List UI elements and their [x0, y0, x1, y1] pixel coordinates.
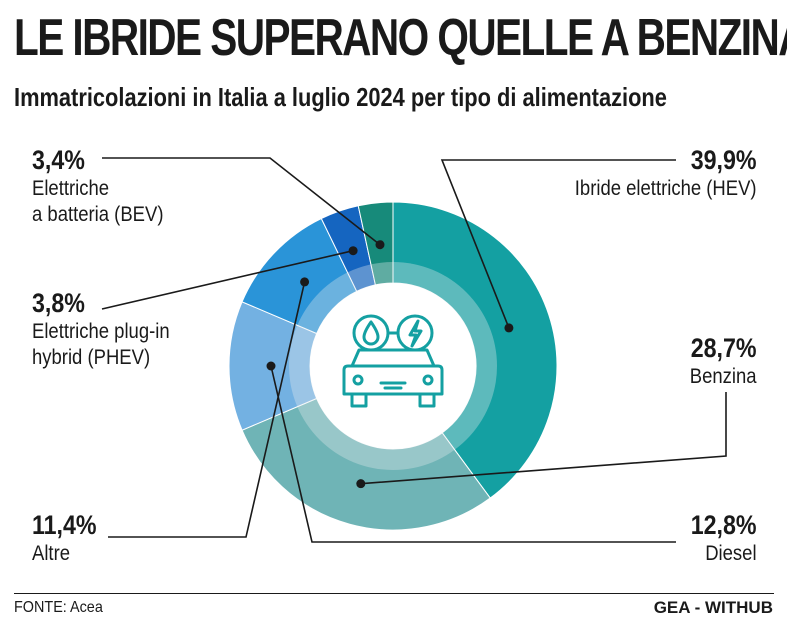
label-bev: 3,4% Elettriche a batteria (BEV) [32, 144, 181, 228]
label-altre: 11,4% Altre [32, 509, 107, 567]
leader-benzina [360, 392, 727, 485]
label-value: 12,8% [691, 510, 757, 540]
leader-dot-elettriche-plug-in-hybrid-phev [348, 246, 358, 256]
source-note: FONTE: Acea [14, 599, 103, 616]
label-value: 11,4% [32, 510, 97, 540]
label-name: Diesel [705, 542, 757, 565]
leader-dot-elettriche-a-batteria-bev [375, 240, 385, 250]
chart-title: LE IBRIDE SUPERANO QUELLE A BENZINA [14, 9, 787, 67]
leader-dot-diesel [266, 361, 276, 371]
label-name: Ibride elettriche (HEV) [575, 177, 757, 200]
credit-logo: GEA - WITHUB [653, 598, 773, 617]
label-value: 39,9% [691, 145, 757, 175]
leader-ibride-elettriche-hev [440, 159, 676, 329]
slice-benzina [241, 397, 491, 531]
leader-lines [101, 157, 727, 543]
label-name: Elettriche plug-in hybrid (PHEV) [32, 320, 170, 369]
label-diesel: 12,8% Diesel [680, 509, 757, 567]
label-name: Benzina [690, 365, 757, 388]
leader-elettriche-a-batteria-bev [102, 157, 381, 246]
label-value: 3,4% [32, 145, 85, 175]
hybrid-car-icon [342, 314, 444, 408]
leader-dot-ibride-elettriche-hev [504, 323, 514, 333]
leader-elettriche-plug-in-hybrid-phev [101, 249, 354, 310]
label-hev: 39,9% Ibride elettriche (HEV) [550, 144, 757, 202]
label-name: Elettriche a batteria (BEV) [32, 177, 164, 226]
leader-altre [108, 281, 306, 538]
leader-dot-altre [300, 277, 310, 287]
footer-rule [14, 593, 774, 594]
leader-dot-benzina [356, 479, 366, 489]
leader-diesel [270, 365, 676, 543]
label-benzina: 28,7% Benzina [680, 332, 757, 390]
chart-subtitle: Immatricolazioni in Italia a luglio 2024… [14, 82, 667, 112]
label-name: Altre [32, 542, 71, 565]
label-phev: 3,8% Elettriche plug-in hybrid (PHEV) [32, 287, 188, 371]
label-value: 28,7% [691, 333, 757, 363]
donut-slices [228, 201, 558, 531]
label-value: 3,8% [32, 288, 85, 318]
